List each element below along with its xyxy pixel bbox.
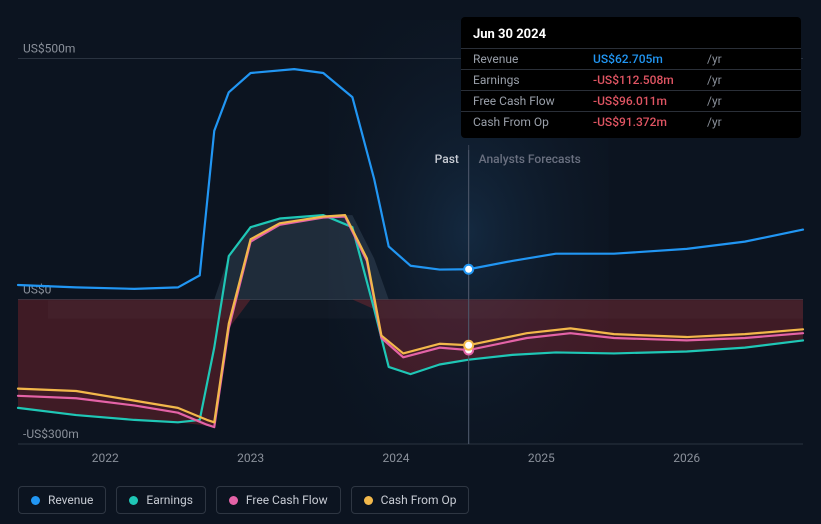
- legend-dot-icon: [229, 496, 238, 505]
- tooltip-metric-label: Free Cash Flow: [473, 94, 593, 108]
- legend-item-earnings[interactable]: Earnings: [116, 486, 206, 514]
- tooltip-metric-value: -US$96.011m: [593, 94, 703, 108]
- legend-item-cash-from-op[interactable]: Cash From Op: [351, 486, 470, 514]
- tooltip-metric-label: Revenue: [473, 52, 593, 66]
- tooltip-metric-label: Cash From Op: [473, 115, 593, 129]
- tooltip-metric-unit: /yr: [707, 94, 722, 108]
- chart-legend: Revenue Earnings Free Cash Flow Cash From O…: [18, 486, 469, 514]
- forecast-region-label: Analysts Forecasts: [479, 152, 581, 166]
- legend-label: Earnings: [146, 493, 193, 507]
- marker-cash-from-op: [464, 341, 473, 350]
- tooltip-row: RevenueUS$62.705m/yr: [461, 48, 801, 69]
- tooltip-metric-label: Earnings: [473, 73, 593, 87]
- x-axis-label: 2024: [382, 451, 409, 465]
- y-axis-label: US$500m: [23, 42, 75, 56]
- tooltip-metric-value: -US$91.372m: [593, 115, 703, 129]
- legend-item-free-cash-flow[interactable]: Free Cash Flow: [216, 486, 341, 514]
- x-axis-label: 2023: [237, 451, 264, 465]
- legend-dot-icon: [364, 496, 373, 505]
- x-axis-label: 2025: [528, 451, 555, 465]
- tooltip-metric-unit: /yr: [707, 73, 722, 87]
- tooltip-row: Cash From Op-US$91.372m/yr: [461, 111, 801, 132]
- past-region-label: Past: [435, 152, 459, 166]
- x-axis-label: 2026: [673, 451, 700, 465]
- tooltip-row: Free Cash Flow-US$96.011m/yr: [461, 90, 801, 111]
- tooltip-metric-unit: /yr: [707, 52, 722, 66]
- tooltip-metric-value: -US$112.508m: [593, 73, 703, 87]
- legend-label: Revenue: [48, 493, 93, 507]
- tooltip-row: Earnings-US$112.508m/yr: [461, 69, 801, 90]
- legend-item-revenue[interactable]: Revenue: [18, 486, 106, 514]
- chart-container: US$500mUS$0-US$300m20222023202420252026 …: [0, 0, 821, 524]
- legend-dot-icon: [31, 496, 40, 505]
- tooltip-date: Jun 30 2024: [461, 23, 801, 48]
- chart-tooltip: Jun 30 2024 RevenueUS$62.705m/yrEarnings…: [461, 17, 801, 138]
- y-axis-label: -US$300m: [23, 427, 79, 441]
- tooltip-metric-unit: /yr: [707, 115, 722, 129]
- tooltip-metric-value: US$62.705m: [593, 52, 703, 66]
- legend-label: Free Cash Flow: [246, 493, 328, 507]
- marker-revenue: [464, 265, 473, 274]
- legend-label: Cash From Op: [381, 493, 457, 507]
- x-axis-label: 2022: [92, 451, 119, 465]
- legend-dot-icon: [129, 496, 138, 505]
